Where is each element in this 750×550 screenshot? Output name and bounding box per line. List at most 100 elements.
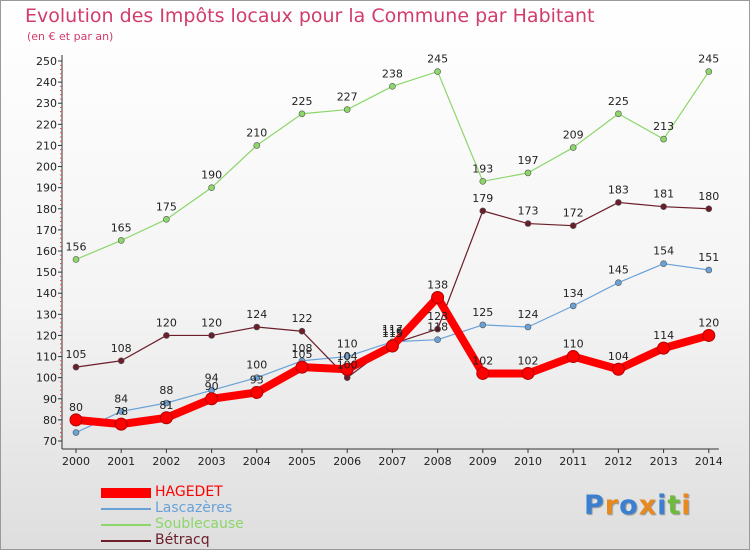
data-point [705, 205, 713, 213]
x-tick-label: 2004 [243, 455, 271, 468]
data-point [521, 366, 535, 380]
data-label: 110 [337, 338, 358, 351]
data-point [660, 203, 667, 210]
logo-letter: i [681, 490, 692, 521]
data-point [253, 323, 261, 331]
logo-letter: P [584, 490, 605, 521]
data-label: 102 [472, 354, 493, 367]
y-tick-label: 230 [36, 97, 57, 110]
x-tick-label: 2001 [107, 455, 135, 468]
data-point [72, 256, 80, 263]
data-point [479, 178, 487, 185]
data-label: 105 [66, 348, 87, 361]
x-tick-label: 2005 [288, 455, 316, 468]
chart-subtitle: (en € et par an) [27, 30, 114, 43]
data-point [479, 321, 487, 329]
data-point [660, 135, 667, 143]
x-tick-label: 2006 [333, 455, 361, 468]
data-point [566, 350, 580, 364]
data-point [159, 411, 173, 425]
data-point [479, 207, 487, 215]
data-point [705, 68, 713, 75]
data-label: 122 [292, 312, 313, 325]
data-label: 108 [292, 342, 313, 355]
data-point [72, 429, 80, 436]
data-point [163, 332, 170, 339]
data-label: 183 [608, 183, 629, 196]
data-point [253, 374, 261, 381]
legend-item-lascazeres: Lascazères [101, 500, 351, 517]
data-point [385, 339, 399, 353]
data-label: 165 [111, 221, 132, 234]
data-point [253, 142, 261, 149]
data-point [298, 110, 306, 118]
x-tick-label: 2011 [559, 455, 587, 468]
data-point [208, 184, 215, 191]
data-label: 90 [205, 380, 219, 393]
data-point [615, 110, 622, 118]
data-point [72, 363, 80, 371]
data-label: 88 [159, 384, 173, 397]
y-tick-label: 120 [36, 329, 57, 342]
data-point [524, 169, 532, 177]
data-label: 105 [292, 348, 313, 361]
data-point [69, 413, 83, 427]
data-label: 145 [608, 264, 629, 277]
y-tick-label: 220 [36, 118, 57, 131]
y-tick-label: 70 [43, 435, 57, 448]
data-label: 100 [337, 359, 358, 372]
data-point [524, 323, 532, 331]
data-point [295, 360, 309, 374]
data-label: 197 [518, 154, 539, 167]
logo-letter: i [657, 490, 668, 521]
data-point [657, 341, 671, 355]
data-point [569, 302, 577, 310]
data-label: 209 [563, 129, 584, 142]
data-label: 227 [337, 91, 358, 104]
data-label: 78 [114, 405, 128, 418]
data-label: 210 [246, 126, 267, 139]
data-point [660, 260, 667, 267]
data-point [163, 399, 170, 407]
y-tick-label: 190 [36, 182, 57, 195]
y-tick-label: 210 [36, 139, 57, 152]
data-point [117, 357, 125, 365]
data-label: 154 [653, 245, 674, 258]
data-point [524, 220, 532, 227]
x-tick-label: 2000 [62, 455, 90, 468]
data-label: 151 [698, 251, 719, 264]
legend-swatch-hagedet [101, 488, 151, 498]
data-label: 173 [518, 205, 539, 218]
data-label: 245 [698, 53, 719, 66]
legend-label-betracq: Bétracq [155, 532, 210, 548]
data-label: 238 [382, 67, 403, 80]
y-tick-label: 200 [36, 161, 57, 174]
data-point [702, 328, 716, 342]
data-label: 120 [698, 316, 719, 329]
y-tick-label: 240 [36, 76, 57, 89]
logo-letter: x [638, 490, 658, 521]
data-label: 123 [427, 310, 448, 323]
data-label: 120 [156, 316, 177, 329]
y-tick-label: 140 [36, 287, 57, 300]
data-point [343, 106, 351, 113]
data-label: 124 [518, 308, 539, 321]
data-label: 156 [66, 240, 87, 253]
data-point [117, 237, 125, 244]
legend-swatch-soublecause [101, 524, 151, 526]
data-point [343, 353, 351, 360]
data-point [611, 362, 625, 376]
data-label: 225 [292, 95, 313, 108]
data-point [163, 216, 170, 223]
data-point [340, 362, 354, 376]
data-point [434, 325, 441, 333]
y-tick-label: 160 [36, 245, 57, 258]
data-label: 124 [246, 308, 267, 321]
data-label: 213 [653, 120, 674, 133]
logo-letter: t [667, 490, 682, 521]
data-label: 117 [382, 323, 403, 336]
chart-legend: HAGEDET Lascazères Soublecause Bétracq [101, 484, 351, 549]
data-point [569, 144, 577, 151]
y-tick-label: 100 [36, 372, 57, 385]
